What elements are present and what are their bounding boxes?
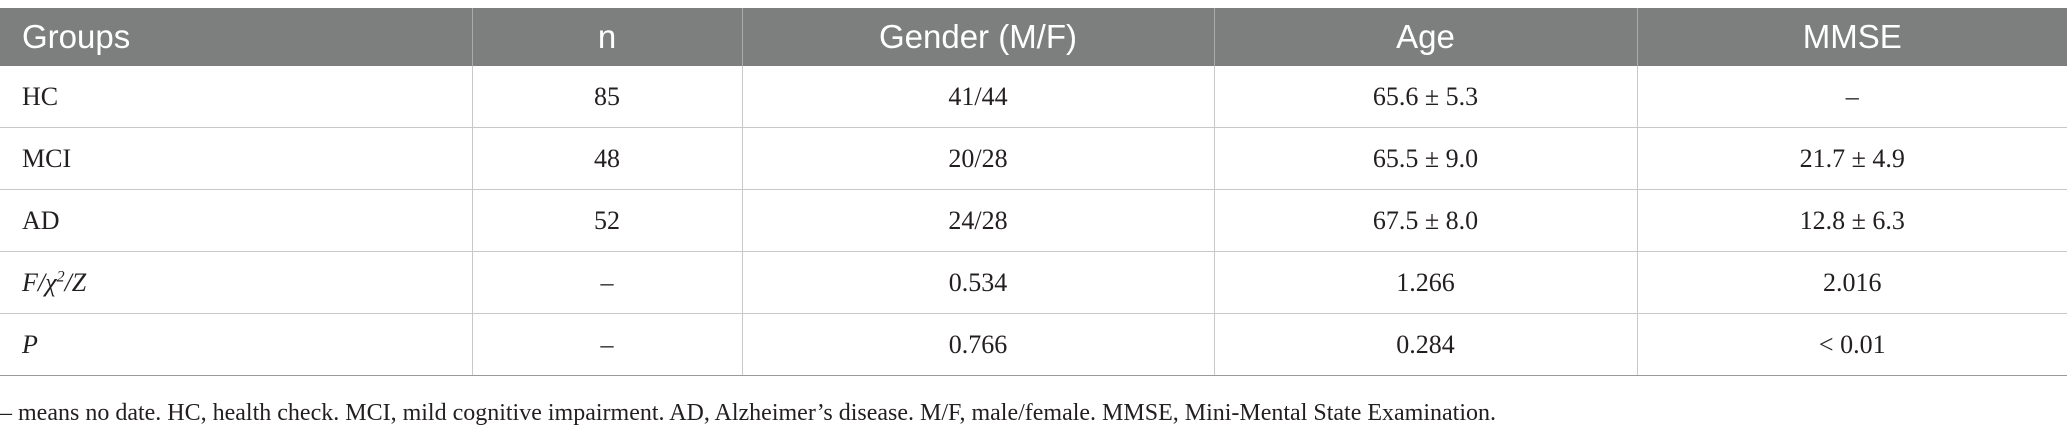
cell-group: HC: [0, 66, 473, 128]
cell-mmse: –: [1637, 66, 2067, 128]
cell-n: 52: [472, 189, 743, 252]
cell-group: P: [0, 313, 473, 376]
table-row: F/χ2/Z – 0.534 1.266 2.016: [0, 251, 2067, 314]
cell-n: 48: [472, 127, 743, 190]
cell-gender: 41/44: [742, 66, 1215, 128]
cell-mmse: 2.016: [1637, 251, 2067, 314]
cell-group-statistic: F/χ2/Z: [0, 251, 473, 314]
table-row: HC 85 41/44 65.6 ± 5.3 –: [0, 66, 2067, 128]
header-groups: Groups: [0, 8, 473, 66]
cell-gender: 0.766: [742, 313, 1215, 376]
cell-gender: 0.534: [742, 251, 1215, 314]
cell-gender: 20/28: [742, 127, 1215, 190]
cell-mmse: 21.7 ± 4.9: [1637, 127, 2067, 190]
header-age: Age: [1214, 8, 1638, 66]
stat-label-superscript: 2: [56, 267, 65, 285]
cell-n: –: [472, 251, 743, 314]
cell-n: 85: [472, 66, 743, 128]
cell-group: AD: [0, 189, 473, 252]
cell-age: 65.5 ± 9.0: [1214, 127, 1638, 190]
cell-mmse: 12.8 ± 6.3: [1637, 189, 2067, 252]
table-footnote: – means no date. HC, health check. MCI, …: [0, 400, 1497, 426]
cell-age: 0.284: [1214, 313, 1638, 376]
cell-age: 65.6 ± 5.3: [1214, 66, 1638, 128]
cell-age: 1.266: [1214, 251, 1638, 314]
header-gender: Gender (M/F): [742, 8, 1215, 66]
data-table-container: Groups n Gender (M/F) Age MMSE HC 85 41/…: [0, 8, 2067, 376]
header-n: n: [472, 8, 743, 66]
data-table: Groups n Gender (M/F) Age MMSE HC 85 41/…: [0, 8, 2067, 376]
table-header-row: Groups n Gender (M/F) Age MMSE: [0, 8, 2067, 66]
stat-label-f: F/: [22, 267, 46, 297]
table-row: P – 0.766 0.284 < 0.01: [0, 313, 2067, 376]
cell-group: MCI: [0, 127, 473, 190]
header-mmse: MMSE: [1637, 8, 2067, 66]
stat-label-z: /Z: [64, 267, 87, 297]
cell-age: 67.5 ± 8.0: [1214, 189, 1638, 252]
cell-gender: 24/28: [742, 189, 1215, 252]
table-row: MCI 48 20/28 65.5 ± 9.0 21.7 ± 4.9: [0, 127, 2067, 190]
stat-label-chi: χ: [45, 267, 57, 297]
cell-mmse: < 0.01: [1637, 313, 2067, 376]
table-row: AD 52 24/28 67.5 ± 8.0 12.8 ± 6.3: [0, 189, 2067, 252]
cell-n: –: [472, 313, 743, 376]
